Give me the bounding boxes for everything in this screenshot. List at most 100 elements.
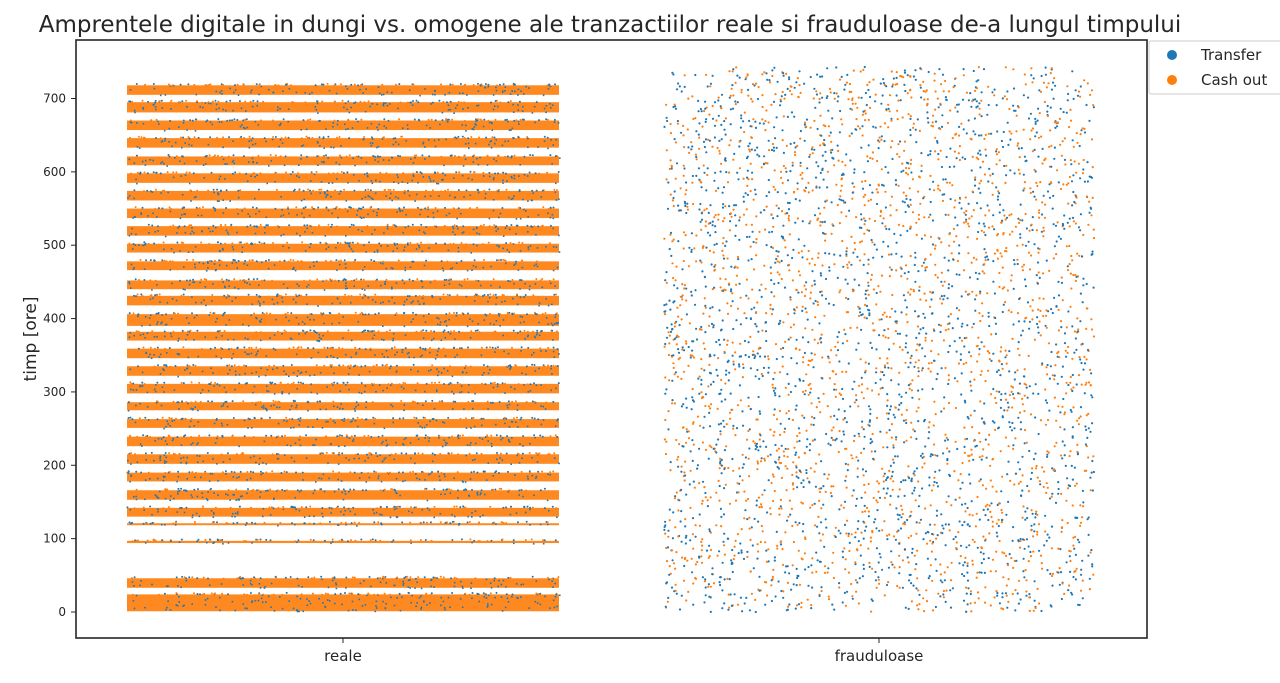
reale-point (133, 496, 135, 498)
reale-point (298, 509, 301, 512)
reale-point (280, 122, 282, 125)
frauduloase-point (708, 324, 711, 327)
reale-point (274, 207, 277, 210)
reale-point (350, 83, 353, 86)
reale-point (446, 370, 449, 372)
reale-point (372, 198, 374, 200)
reale-point (135, 488, 138, 491)
reale-point (201, 496, 204, 499)
reale-point (424, 195, 426, 198)
frauduloase-point (1052, 194, 1055, 197)
reale-point (162, 507, 165, 510)
reale-point (345, 235, 347, 237)
frauduloase-point (897, 184, 900, 187)
reale-point (472, 155, 474, 158)
frauduloase-point (836, 418, 839, 421)
reale-point (195, 93, 198, 96)
frauduloase-point (669, 461, 672, 464)
reale-point (213, 513, 215, 515)
reale-point (304, 101, 307, 104)
reale-point (279, 381, 282, 384)
reale-point (310, 383, 313, 386)
reale-point (329, 278, 332, 281)
frauduloase-point (729, 94, 732, 97)
reale-point (244, 281, 246, 283)
frauduloase-point (714, 263, 717, 267)
reale-point (299, 597, 302, 600)
reale-point (388, 454, 391, 457)
frauduloase-point (850, 454, 853, 457)
reale-point (511, 90, 513, 92)
reale-point (425, 424, 428, 426)
frauduloase-point (760, 457, 763, 460)
reale-point (181, 155, 184, 158)
reale-point (417, 576, 420, 579)
reale-point (174, 521, 177, 524)
frauduloase-point (937, 106, 940, 109)
frauduloase-point (899, 234, 902, 237)
frauduloase-point (939, 563, 942, 566)
reale-point (550, 364, 553, 367)
reale-point (424, 146, 426, 148)
frauduloase-point (872, 125, 875, 128)
reale-point (355, 155, 358, 158)
reale-point (357, 120, 359, 123)
reale-point (302, 382, 305, 385)
frauduloase-point (769, 303, 772, 306)
reale-point (248, 353, 250, 355)
reale-point (433, 488, 436, 491)
reale-point (153, 459, 155, 462)
reale-point (458, 524, 460, 526)
reale-point (209, 136, 212, 139)
reale-point (347, 119, 350, 122)
reale-point (250, 89, 253, 92)
frauduloase-point (1000, 393, 1003, 396)
reale-point (552, 599, 555, 602)
reale-point (402, 582, 405, 585)
frauduloase-point (1052, 97, 1055, 100)
frauduloase-point (909, 134, 912, 137)
reale-point (556, 435, 559, 438)
reale-point (358, 477, 361, 479)
frauduloase-point (755, 442, 759, 445)
reale-point (487, 119, 490, 122)
reale-point (225, 473, 227, 475)
reale-point (444, 336, 447, 339)
reale-point (418, 597, 421, 599)
reale-point (482, 171, 485, 174)
reale-point (294, 506, 297, 509)
reale-point (353, 407, 356, 410)
reale-point (505, 506, 507, 509)
reale-point (367, 213, 369, 216)
reale-point (535, 477, 537, 479)
frauduloase-point (877, 393, 880, 396)
reale-point (261, 312, 264, 314)
reale-point (536, 329, 539, 332)
reale-point (412, 470, 414, 473)
reale-point (189, 372, 192, 374)
reale-point (245, 118, 248, 121)
frauduloase-point (987, 132, 991, 135)
reale-point (227, 489, 230, 491)
reale-point (222, 158, 225, 161)
reale-point (129, 172, 132, 175)
reale-point (258, 284, 260, 286)
reale-point (316, 418, 319, 421)
reale-point (521, 110, 524, 112)
frauduloase-point (964, 438, 967, 441)
reale-point (412, 175, 415, 178)
reale-point (527, 216, 529, 218)
reale-point (428, 176, 430, 178)
reale-point (494, 488, 497, 491)
reale-point (274, 575, 277, 578)
reale-point (457, 100, 460, 103)
reale-point (303, 279, 306, 282)
reale-point (492, 294, 495, 297)
reale-point (488, 217, 491, 220)
reale-point (367, 593, 369, 596)
reale-point (403, 282, 406, 285)
reale-point (354, 346, 357, 349)
reale-point (536, 247, 539, 249)
frauduloase-point (920, 237, 924, 240)
frauduloase-point (939, 579, 942, 582)
